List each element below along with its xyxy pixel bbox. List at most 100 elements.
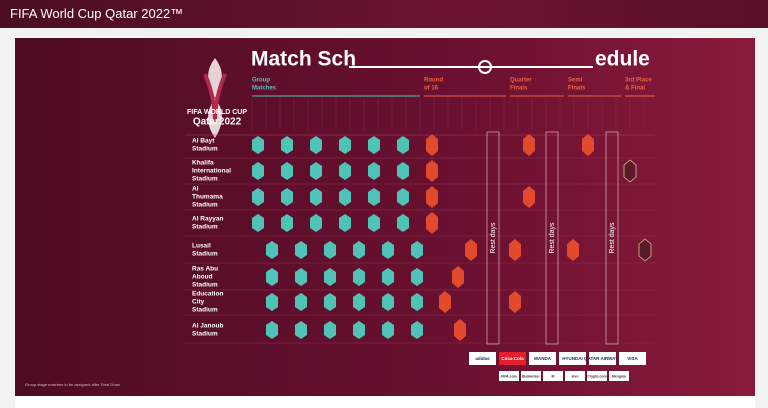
match-pill — [411, 293, 423, 311]
match-pill — [339, 136, 351, 154]
match-pill — [310, 162, 322, 180]
match-pill — [368, 188, 380, 206]
match-pill — [452, 266, 464, 288]
stage-label: of 16 — [424, 86, 439, 92]
stadium-name: Lusail — [192, 243, 211, 250]
stadium-name: Al — [192, 186, 199, 193]
match-pill — [353, 321, 365, 339]
sponsor-box — [469, 352, 496, 365]
sponsor: Mengniu — [612, 374, 626, 378]
match-pill — [295, 268, 307, 286]
stadium-name: Stadium — [192, 224, 218, 231]
heading: edule — [595, 48, 650, 71]
rest-box — [605, 131, 619, 345]
match-pill — [638, 238, 652, 262]
match-pill — [339, 214, 351, 232]
sponsor-box — [587, 371, 607, 381]
match-pill — [368, 136, 380, 154]
stage-label: 3rd Place — [625, 78, 652, 84]
match-pill — [324, 241, 336, 259]
stadium-name: Stadium — [192, 307, 218, 314]
stage-label: Matches — [252, 86, 277, 92]
top-bar: FIFA World Cup Qatar 2022™ — [0, 0, 768, 28]
sponsor: M — [552, 374, 555, 378]
stadium-name: Stadium — [192, 282, 218, 289]
match-pill — [509, 291, 521, 313]
match-pill — [295, 293, 307, 311]
sponsor: adidas — [475, 356, 490, 361]
sponsor: Crypto.com — [587, 374, 606, 378]
sponsor: HYUNDAI — [562, 356, 583, 361]
stadium-name: Al Janoub — [192, 323, 223, 330]
match-pill — [281, 214, 293, 232]
sponsor-box — [589, 352, 616, 365]
match-pill — [623, 159, 637, 183]
match-pill — [252, 162, 264, 180]
sponsor: WANDA — [534, 356, 552, 361]
stage-label: Group — [252, 78, 270, 84]
stadium-name: Stadium — [192, 176, 218, 183]
stadium-name: Ras Abu — [192, 266, 218, 273]
stage-label: Round — [424, 78, 443, 84]
sponsor-box — [609, 371, 629, 381]
match-pill — [368, 214, 380, 232]
match-pill — [411, 268, 423, 286]
stage-label: Quarter — [510, 78, 532, 84]
match-pill — [397, 188, 409, 206]
stadium-name: Aboud — [192, 274, 213, 281]
match-pill — [310, 188, 322, 206]
stadium-name: Stadium — [192, 331, 218, 338]
sponsor-box — [529, 352, 556, 365]
sponsor: Budweiser — [522, 374, 540, 378]
page-title: FIFA World Cup Qatar 2022™ — [10, 6, 184, 21]
sponsor: FIFA.com — [501, 374, 517, 378]
match-pill — [266, 293, 278, 311]
match-pill — [523, 186, 535, 208]
match-pill — [295, 241, 307, 259]
match-pill — [353, 268, 365, 286]
heading-ball — [478, 60, 492, 74]
match-pill — [509, 239, 521, 261]
poster-bg — [15, 38, 755, 396]
stadium-name: Stadium — [192, 146, 218, 153]
sponsor-box — [521, 371, 541, 381]
match-pill — [266, 321, 278, 339]
note: Group stage matches to be assigned after… — [25, 382, 120, 387]
heading: Match Sch — [251, 48, 356, 71]
match-pill — [411, 241, 423, 259]
rest-days: Rest days — [609, 222, 616, 254]
match-pill — [368, 162, 380, 180]
match-pill — [324, 293, 336, 311]
poster: FIFA WORLD CUP Qatar2022 Match Sch edule… — [15, 38, 755, 396]
match-pill — [465, 239, 477, 261]
match-pill — [324, 268, 336, 286]
match-pill — [397, 214, 409, 232]
match-pill — [426, 186, 438, 208]
match-pill — [339, 188, 351, 206]
stadium-name: International — [192, 168, 231, 175]
stadium-name: Thumama — [192, 194, 223, 201]
stadium-name: Al Rayyan — [192, 216, 223, 223]
match-pill — [454, 319, 466, 341]
match-pill — [281, 162, 293, 180]
match-pill — [339, 162, 351, 180]
logo-text: Qatar2022 — [193, 117, 242, 128]
match-pill — [567, 239, 579, 261]
sponsor-box — [543, 371, 563, 381]
sponsor-box — [499, 371, 519, 381]
match-pill — [295, 321, 307, 339]
stadium-name: Stadium — [192, 251, 218, 258]
match-pill — [382, 241, 394, 259]
rest-box — [486, 131, 500, 345]
match-pill — [382, 321, 394, 339]
logo-text: FIFA WORLD CUP — [187, 109, 247, 116]
stadium-name: Education — [192, 291, 223, 298]
stage-label: Finals — [568, 86, 586, 92]
sponsor: vivo — [571, 374, 578, 378]
sponsor-box — [565, 371, 585, 381]
match-pill — [382, 293, 394, 311]
sponsor-box — [499, 352, 526, 365]
match-pill — [426, 160, 438, 182]
match-pill — [353, 241, 365, 259]
